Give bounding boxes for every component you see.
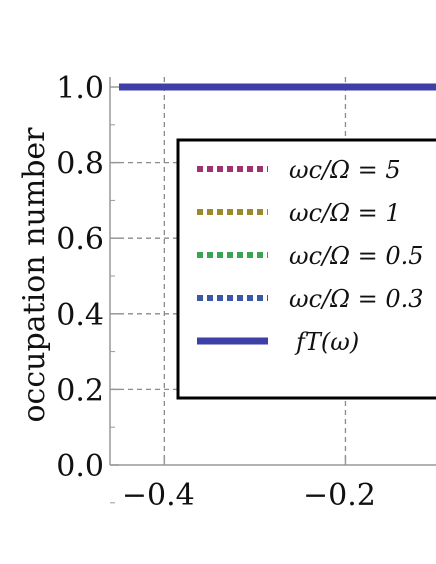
legend: ωc/Ω = 5 ωc/Ω = 1 ωc/Ω = 0.5 ωc/Ω = 0.3 fT(ω…	[176, 138, 436, 400]
legend-label-5: fT(ω)	[294, 328, 359, 356]
x-tick-label: −0.4	[122, 478, 195, 513]
axes	[109, 77, 436, 504]
legend-label-2: ωc/Ω = 1	[289, 199, 401, 227]
x-tick-label: −0.2	[303, 478, 376, 513]
y-tick-label: 0.0	[56, 449, 104, 484]
y-axis-label: occupation number	[17, 127, 52, 423]
y-tick-label: 0.2	[56, 373, 104, 408]
y-tick-label: 1.0	[56, 71, 104, 106]
y-tick-label: 0.8	[56, 147, 104, 182]
y-tick-label: 0.6	[56, 222, 104, 257]
legend-label-3: ωc/Ω = 0.5	[289, 242, 424, 270]
legend-label-4: ωc/Ω = 0.3	[289, 285, 424, 313]
legend-box	[176, 138, 436, 400]
y-tick-label: 0.4	[56, 298, 104, 333]
tick-labels: 0.0 0.2 0.4 0.6 0.8 1.0 −0.4 −0.2	[56, 71, 376, 513]
legend-label-1: ωc/Ω = 5	[289, 156, 401, 184]
